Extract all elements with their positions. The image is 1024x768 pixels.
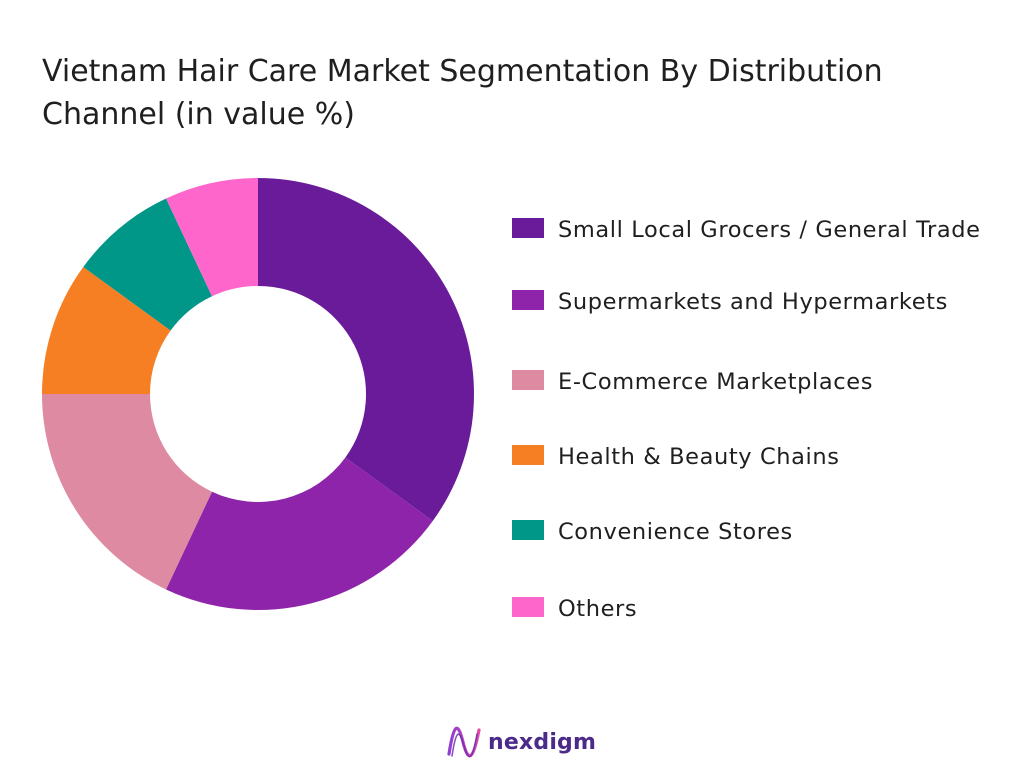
legend-label: E-Commerce Marketplaces	[558, 369, 874, 395]
legend-label: Others	[558, 596, 638, 622]
legend-label: Small Local Grocers / General Trade	[558, 217, 981, 243]
brand: nexdigm	[446, 722, 596, 762]
legend-swatch	[512, 597, 544, 617]
legend-item-others: Others	[512, 591, 1018, 627]
donut-slice-supermarkets-and-hypermarkets	[166, 457, 433, 610]
donut-slice-convenience-stores	[83, 198, 213, 331]
chart-title: Vietnam Hair Care Market Segmentation By…	[42, 54, 883, 132]
legend-item-health-beauty-chains: Health & Beauty Chains	[512, 439, 1018, 475]
brand-name: nexdigm	[488, 729, 597, 755]
donut-slice-health-beauty-chains	[42, 267, 171, 394]
legend-swatch	[512, 370, 544, 390]
legend-item-convenience-stores: Convenience Stores	[512, 514, 1018, 550]
donut-slice-e-commerce-marketplaces	[41, 394, 213, 590]
legend-swatch	[512, 290, 544, 310]
legend: Small Local Grocers / General Trade Supe…	[512, 0, 1024, 768]
legend-label: Supermarkets and Hypermarkets	[558, 289, 948, 315]
legend-swatch	[512, 445, 544, 465]
legend-label: Health & Beauty Chains	[558, 444, 840, 470]
donut-slice-small-local-grocers-general-trade	[258, 178, 475, 521]
donut-slices	[41, 178, 475, 610]
nexdigm-wave-logo-icon	[447, 726, 481, 758]
legend-item-ecommerce: E-Commerce Marketplaces	[512, 364, 1018, 400]
legend-item-small-local-grocers: Small Local Grocers / General Trade	[512, 212, 1018, 248]
donut-slice-others	[166, 178, 258, 297]
legend-item-supermarkets: Supermarkets and Hypermarkets	[512, 284, 1018, 320]
legend-label: Convenience Stores	[558, 519, 793, 545]
legend-swatch	[512, 520, 544, 540]
legend-swatch	[512, 218, 544, 238]
